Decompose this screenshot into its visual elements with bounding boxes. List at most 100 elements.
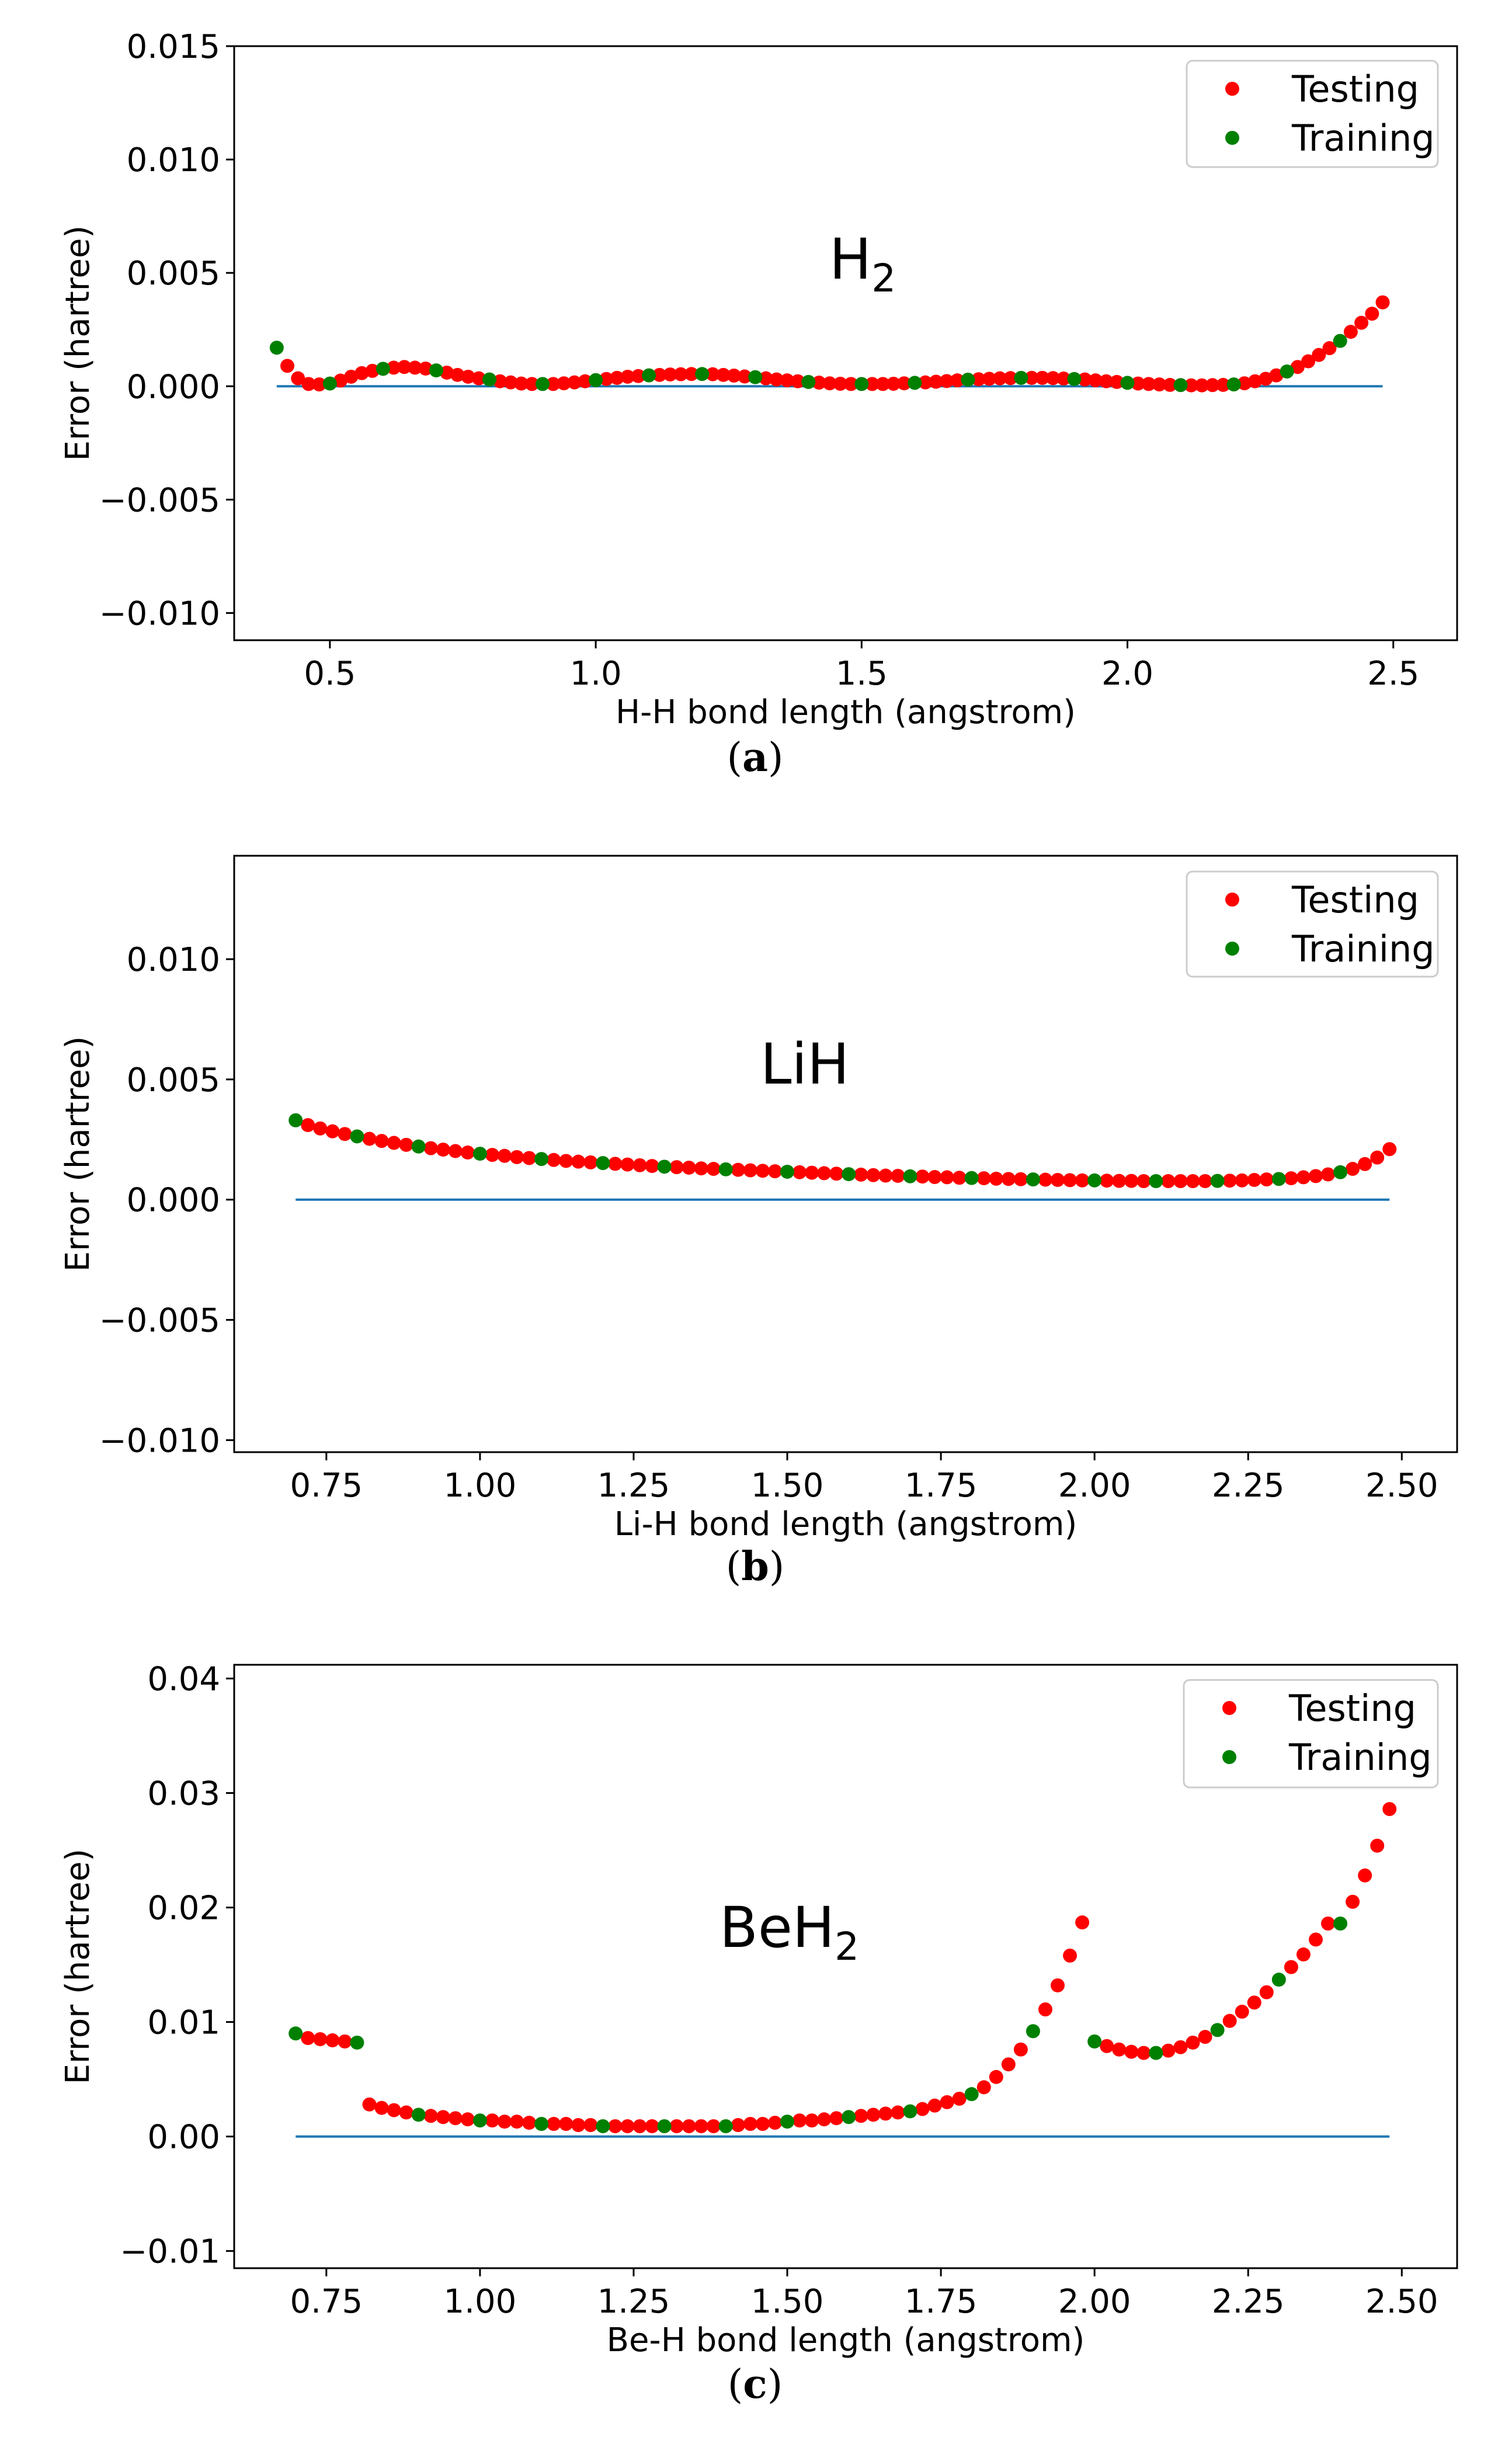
y-axis-label: Error (hartree) <box>59 1036 97 1272</box>
data-point-testing <box>408 360 422 375</box>
data-point-testing <box>387 360 401 375</box>
data-point-training <box>534 2117 549 2131</box>
data-point-testing <box>557 376 571 391</box>
data-point-testing <box>1308 1169 1323 1183</box>
data-point-testing <box>510 2115 524 2129</box>
data-point-training <box>596 2119 610 2133</box>
data-point-testing <box>608 1157 623 1171</box>
data-point-training <box>1026 1172 1040 1187</box>
data-point-testing <box>1321 1916 1336 1931</box>
data-point-testing <box>1088 373 1103 388</box>
data-point-testing <box>485 2113 499 2128</box>
data-point-training <box>854 377 869 391</box>
x-tick-label: 2.00 <box>1058 1467 1131 1505</box>
data-point-training <box>964 2087 979 2102</box>
y-tick-label: 0.000 <box>127 368 220 406</box>
y-tick-label: −0.010 <box>99 595 220 633</box>
data-point-testing <box>1269 368 1284 383</box>
data-point-testing <box>822 376 837 391</box>
x-tick-label: 1.25 <box>597 1467 670 1505</box>
data-point-training <box>534 1152 549 1167</box>
data-point-testing <box>365 363 380 378</box>
legend-marker-training <box>1225 942 1239 956</box>
y-axis-label: Error (hartree) <box>59 1849 97 2084</box>
data-point-training <box>1333 1916 1348 1931</box>
data-point-training <box>718 1162 733 1176</box>
data-point-testing <box>567 375 582 390</box>
data-point-testing <box>1321 1167 1336 1182</box>
x-axis-label: Li-H bond length (angstrom) <box>614 1505 1077 1543</box>
data-point-testing <box>673 367 688 381</box>
data-point-testing <box>1248 374 1263 388</box>
data-point-testing <box>620 369 635 384</box>
data-point-testing <box>418 361 433 376</box>
data-point-training <box>411 2108 426 2122</box>
data-point-testing <box>583 2117 598 2132</box>
data-point-testing <box>1013 2042 1028 2057</box>
data-point-testing <box>338 2034 352 2049</box>
data-point-testing <box>620 1157 635 1172</box>
data-point-testing <box>1003 371 1018 386</box>
data-point-testing <box>669 2119 684 2133</box>
data-point-testing <box>436 2110 450 2124</box>
x-tick-label: 0.75 <box>290 1467 363 1505</box>
data-point-testing <box>652 367 667 382</box>
data-point-testing <box>706 1162 721 1176</box>
panel-caption: (a) <box>727 734 783 781</box>
panel-caption: (b) <box>726 1543 785 1590</box>
x-tick-label: 1.00 <box>444 2283 517 2321</box>
data-point-testing <box>1124 2044 1139 2059</box>
x-tick-label: 2.5 <box>1367 655 1419 693</box>
data-point-testing <box>631 369 645 383</box>
data-point-testing <box>1296 1170 1311 1185</box>
data-point-testing <box>993 371 1007 386</box>
data-point-testing <box>1194 378 1209 393</box>
y-tick-label: −0.01 <box>120 2233 220 2271</box>
data-point-testing <box>1259 1172 1274 1187</box>
y-tick-label: 0.02 <box>147 1890 220 1928</box>
data-point-testing <box>1038 2002 1052 2017</box>
data-point-testing <box>1346 1162 1360 1176</box>
data-point-testing <box>793 1165 807 1179</box>
data-point-testing <box>952 2091 967 2106</box>
data-point-testing <box>344 369 359 384</box>
series-testing <box>301 1118 1397 1189</box>
data-point-testing <box>645 2119 659 2133</box>
data-point-testing <box>1296 1947 1311 1962</box>
x-tick-label: 1.50 <box>751 1467 824 1505</box>
data-point-testing <box>291 371 305 386</box>
data-point-testing <box>1124 1174 1139 1188</box>
data-point-training <box>748 370 763 384</box>
data-point-testing <box>312 377 326 392</box>
data-point-testing <box>915 2102 930 2116</box>
data-point-testing <box>727 369 741 383</box>
data-point-training <box>718 2119 733 2133</box>
data-point-testing <box>1358 1868 1372 1883</box>
molecule-label: LiH <box>760 1032 849 1097</box>
x-tick-label: 2.25 <box>1212 1467 1285 1505</box>
x-tick-label: 1.75 <box>905 1467 978 1505</box>
data-point-testing <box>1358 1157 1372 1171</box>
data-point-testing <box>1136 2046 1151 2060</box>
data-point-training <box>472 1147 487 1161</box>
data-point-testing <box>1001 1172 1016 1186</box>
data-point-testing <box>362 2097 377 2112</box>
data-point-testing <box>982 372 996 386</box>
data-point-training <box>1271 1172 1286 1186</box>
panel-a: 0.5 1.0 1.5 2.0 2.5 0.015 0.010 0.005 0.000 −0.00… <box>59 28 1458 781</box>
data-point-testing <box>1354 315 1369 330</box>
molecule-label: H2 <box>829 227 896 301</box>
legend-label-testing: Testing <box>1291 879 1419 921</box>
data-point-testing <box>497 2115 512 2129</box>
data-point-testing <box>886 376 901 391</box>
data-point-training <box>1173 378 1188 393</box>
y-tick-label: 0.04 <box>147 1661 220 1699</box>
data-point-testing <box>547 1152 561 1167</box>
data-point-testing <box>738 369 752 384</box>
data-point-testing <box>663 367 677 382</box>
data-point-testing <box>301 377 316 391</box>
data-point-testing <box>897 376 912 391</box>
x-axis-label: Be-H bond length (angstrom) <box>607 2321 1085 2359</box>
series-training <box>289 1113 1348 1189</box>
series-testing <box>301 1801 1397 2133</box>
